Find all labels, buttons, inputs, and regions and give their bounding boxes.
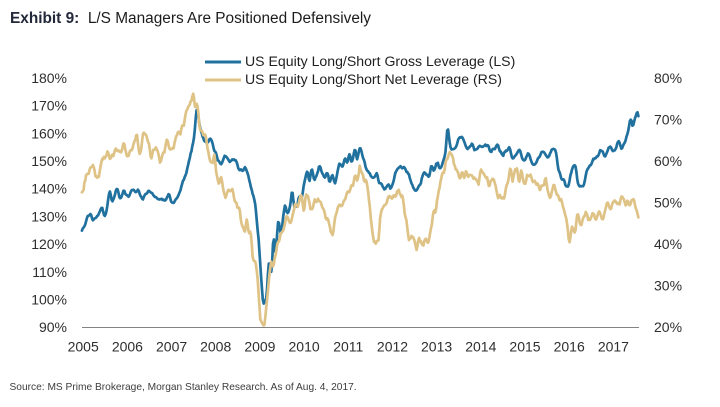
svg-text:Source: MS Prime Brokerage, Mo: Source: MS Prime Brokerage, Morgan Stanl… bbox=[10, 382, 357, 393]
svg-text:US Equity Long/Short Net Lever: US Equity Long/Short Net Leverage (RS) bbox=[245, 71, 502, 87]
svg-text:100%: 100% bbox=[31, 292, 67, 308]
svg-text:40%: 40% bbox=[654, 236, 682, 252]
svg-text:30%: 30% bbox=[654, 278, 682, 294]
svg-text:2009: 2009 bbox=[244, 339, 275, 355]
svg-text:60%: 60% bbox=[654, 153, 682, 169]
svg-text:2015: 2015 bbox=[509, 339, 540, 355]
svg-text:150%: 150% bbox=[31, 153, 67, 169]
svg-text:120%: 120% bbox=[31, 236, 67, 252]
svg-text:20%: 20% bbox=[654, 319, 682, 335]
svg-text:2010: 2010 bbox=[289, 339, 320, 355]
svg-text:2011: 2011 bbox=[333, 339, 363, 355]
svg-text:2005: 2005 bbox=[68, 339, 99, 355]
svg-text:90%: 90% bbox=[39, 319, 67, 335]
svg-text:2008: 2008 bbox=[200, 339, 231, 355]
svg-text:130%: 130% bbox=[31, 208, 67, 224]
svg-text:2017: 2017 bbox=[598, 339, 629, 355]
svg-text:160%: 160% bbox=[31, 125, 67, 141]
svg-text:80%: 80% bbox=[654, 70, 682, 86]
svg-text:50%: 50% bbox=[654, 195, 682, 211]
svg-text:Exhibit 9: L/S Managers Are P: Exhibit 9: L/S Managers Are Positioned D… bbox=[10, 10, 371, 27]
svg-text:110%: 110% bbox=[32, 264, 67, 280]
svg-text:180%: 180% bbox=[31, 70, 67, 86]
svg-text:2007: 2007 bbox=[156, 339, 187, 355]
svg-text:170%: 170% bbox=[31, 98, 67, 114]
svg-text:2014: 2014 bbox=[465, 339, 496, 355]
svg-text:2013: 2013 bbox=[421, 339, 452, 355]
svg-text:140%: 140% bbox=[31, 181, 67, 197]
svg-text:2006: 2006 bbox=[112, 339, 143, 355]
svg-text:US Equity Long/Short Gross Lev: US Equity Long/Short Gross Leverage (LS) bbox=[245, 53, 515, 69]
svg-text:2016: 2016 bbox=[554, 339, 585, 355]
svg-text:70%: 70% bbox=[654, 112, 682, 128]
svg-text:2012: 2012 bbox=[377, 339, 408, 355]
